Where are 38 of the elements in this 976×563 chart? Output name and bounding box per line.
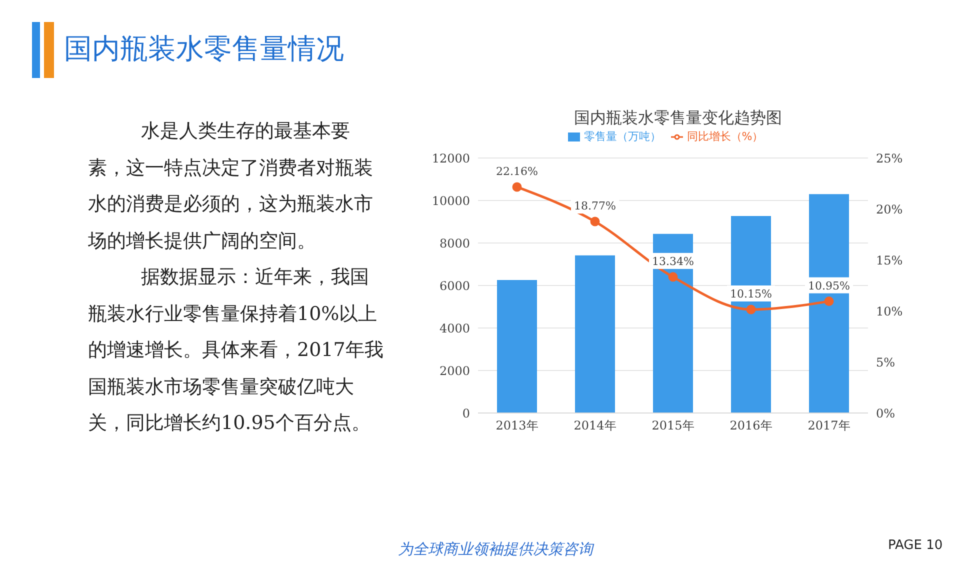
data-label: 18.77%: [574, 200, 616, 213]
x-tick-label: 2016年: [730, 418, 772, 433]
x-tick-label: 2015年: [652, 418, 694, 433]
text: 水是人类生存的最基本要素，这一特点决定了消费者对瓶装水的消费是必须的，这为瓶装水市场的增长提供广阔的空间。: [88, 119, 374, 254]
y2-tick-label: 5%: [876, 355, 896, 370]
chart-title: 国内瓶装水零售量变化趋势图: [573, 108, 783, 129]
y2-tick-label: 0%: [876, 406, 896, 420]
y-tick-label: 4000: [439, 321, 470, 336]
x-tick-label: 2014年: [574, 418, 616, 433]
point: [512, 182, 522, 192]
y-tick-label: 6000: [439, 278, 470, 293]
y2-tick-label: 25%: [876, 151, 903, 166]
data-label: 10.95%: [808, 279, 850, 292]
bar: [575, 255, 615, 413]
data-label: 22.16%: [496, 164, 538, 178]
legend-label: 零售量（万吨）: [584, 130, 661, 143]
y-tick-label: 10000: [432, 194, 470, 208]
y2-tick-label: 15%: [876, 253, 903, 268]
point: [590, 216, 600, 226]
text: 为全球商业领袖提供决策咨询: [398, 540, 593, 559]
y2-tick-label: 20%: [876, 202, 903, 216]
text: PAGE 10: [888, 538, 943, 553]
bar: [497, 280, 537, 413]
data-label: 10.15%: [730, 287, 772, 300]
point: [824, 296, 834, 306]
x-tick-label: 2017年: [808, 418, 850, 433]
point: [668, 272, 678, 282]
y-tick-label: 2000: [439, 364, 470, 378]
y-tick-label: 12000: [432, 151, 470, 166]
y-tick-label: 8000: [439, 236, 470, 250]
x-tick-label: 2013年: [496, 418, 538, 433]
point: [746, 304, 756, 314]
y-tick-label: 0: [462, 406, 470, 420]
text: 国内瓶装水零售量情况: [64, 31, 344, 67]
text: 据数据显示：近年来，我国瓶装水行业零售量保持着10%以上的增速增长。具体来看，2017年我国瓶装水市场零售量突破亿吨大关，同比增长约10.95个百分点。: [88, 265, 384, 436]
y2-tick-label: 10%: [876, 304, 903, 318]
legend-label: 同比增长（%）: [686, 130, 764, 143]
data-label: 13.34%: [652, 254, 694, 268]
